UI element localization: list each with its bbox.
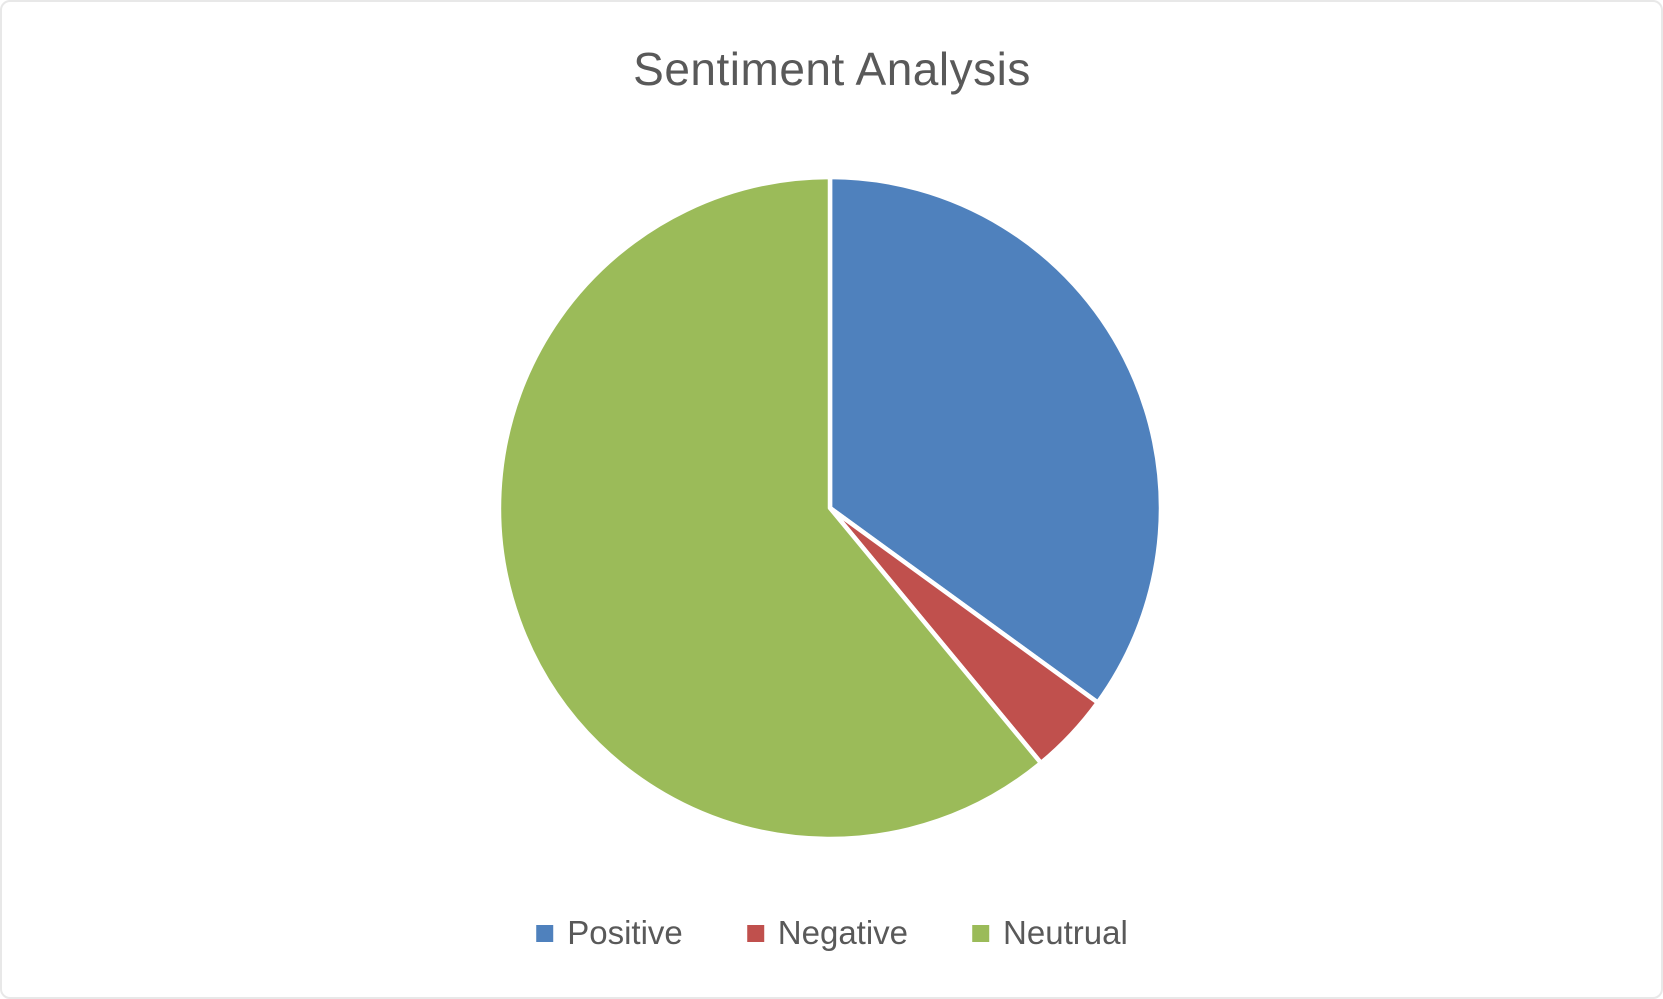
legend-label-positive: Positive — [567, 914, 683, 951]
legend-item-positive: Positive — [536, 914, 683, 952]
legend-item-negative: Negative — [746, 914, 909, 952]
legend-label-neutrual: Neutrual — [1003, 914, 1128, 951]
chart-title: Sentiment Analysis — [633, 43, 1031, 95]
pie-chart — [496, 174, 1164, 842]
legend-label-negative: Negative — [777, 914, 909, 951]
pie-slice-neutrual — [496, 174, 1044, 842]
pie-slice-positive — [827, 174, 1164, 705]
legend-item-neutrual: Neutrual — [972, 914, 1128, 952]
legend: Positive Negative Neutrual — [536, 914, 1128, 952]
legend-swatch-neutrual-icon — [972, 924, 990, 942]
legend-swatch-negative-icon — [746, 924, 764, 942]
legend-swatch-positive-icon — [536, 924, 554, 942]
